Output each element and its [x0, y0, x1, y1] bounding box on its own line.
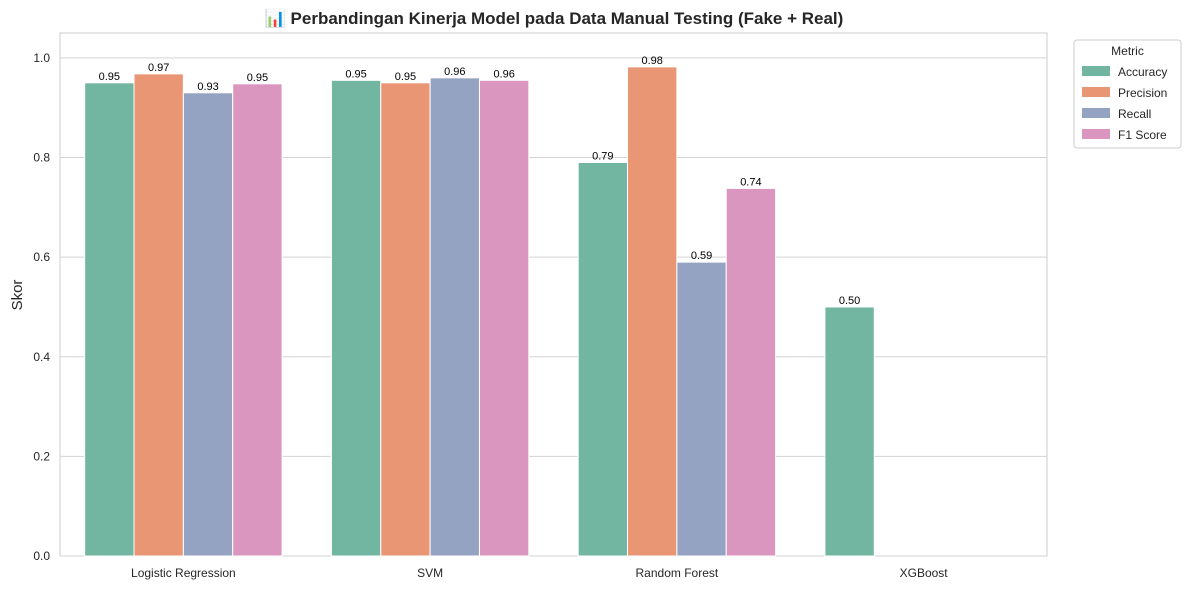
y-tick-label: 0.0 — [33, 549, 50, 563]
legend-swatch — [1082, 129, 1110, 139]
legend-entry: F1 Score — [1118, 128, 1167, 142]
bar-data-label: 0.74 — [740, 176, 761, 188]
bar-data-label: 0.95 — [247, 72, 268, 84]
y-tick-label: 0.4 — [33, 350, 50, 364]
legend-swatch — [1082, 66, 1110, 76]
x-tick-label: Logistic Regression — [131, 566, 236, 580]
bar — [429, 77, 480, 557]
bar — [577, 162, 629, 557]
bar-data-label: 0.95 — [345, 68, 366, 80]
bar — [676, 261, 727, 557]
bar-data-label: 0.97 — [148, 62, 169, 74]
bar — [380, 82, 431, 557]
bar — [133, 73, 184, 557]
legend-entry: Accuracy — [1118, 65, 1167, 79]
legend-swatch — [1082, 87, 1110, 97]
bar — [232, 83, 283, 557]
bar-data-label: 0.95 — [99, 71, 120, 83]
bar-data-label: 0.59 — [691, 250, 712, 262]
bar — [627, 66, 678, 557]
y-tick-label: 1.0 — [33, 51, 50, 65]
bar — [478, 79, 530, 557]
x-tick-label: Random Forest — [636, 566, 719, 580]
legend-swatch — [1082, 108, 1110, 118]
legend-title: Metric — [1111, 44, 1144, 58]
chart-title: 📊 Perbandingan Kinerja Model pada Data M… — [265, 8, 844, 28]
bar-data-label: 0.93 — [197, 81, 218, 93]
y-tick-label: 0.2 — [33, 449, 50, 463]
bar — [725, 187, 777, 557]
x-tick-label: SVM — [417, 566, 443, 580]
bar-data-label: 0.96 — [493, 68, 514, 80]
bar — [84, 82, 135, 557]
legend-entry: Recall — [1118, 107, 1151, 121]
y-tick-label: 0.6 — [33, 250, 50, 264]
x-tick-label: XGBoost — [900, 566, 949, 580]
bar-data-label: 0.96 — [444, 66, 465, 78]
y-tick-label: 0.8 — [33, 151, 50, 165]
bar-data-label: 0.98 — [641, 55, 662, 67]
bar-data-label: 0.95 — [395, 71, 416, 83]
bar-data-label: 0.79 — [592, 151, 613, 163]
y-axis-label: Skor — [9, 280, 26, 311]
bar — [182, 92, 234, 557]
bar-data-label: 0.50 — [839, 295, 860, 307]
bar — [330, 79, 382, 557]
legend-entry: Precision — [1118, 86, 1167, 100]
legend: Metric Accuracy Precision Recall F1 Score — [1073, 39, 1182, 149]
bar — [824, 306, 875, 557]
